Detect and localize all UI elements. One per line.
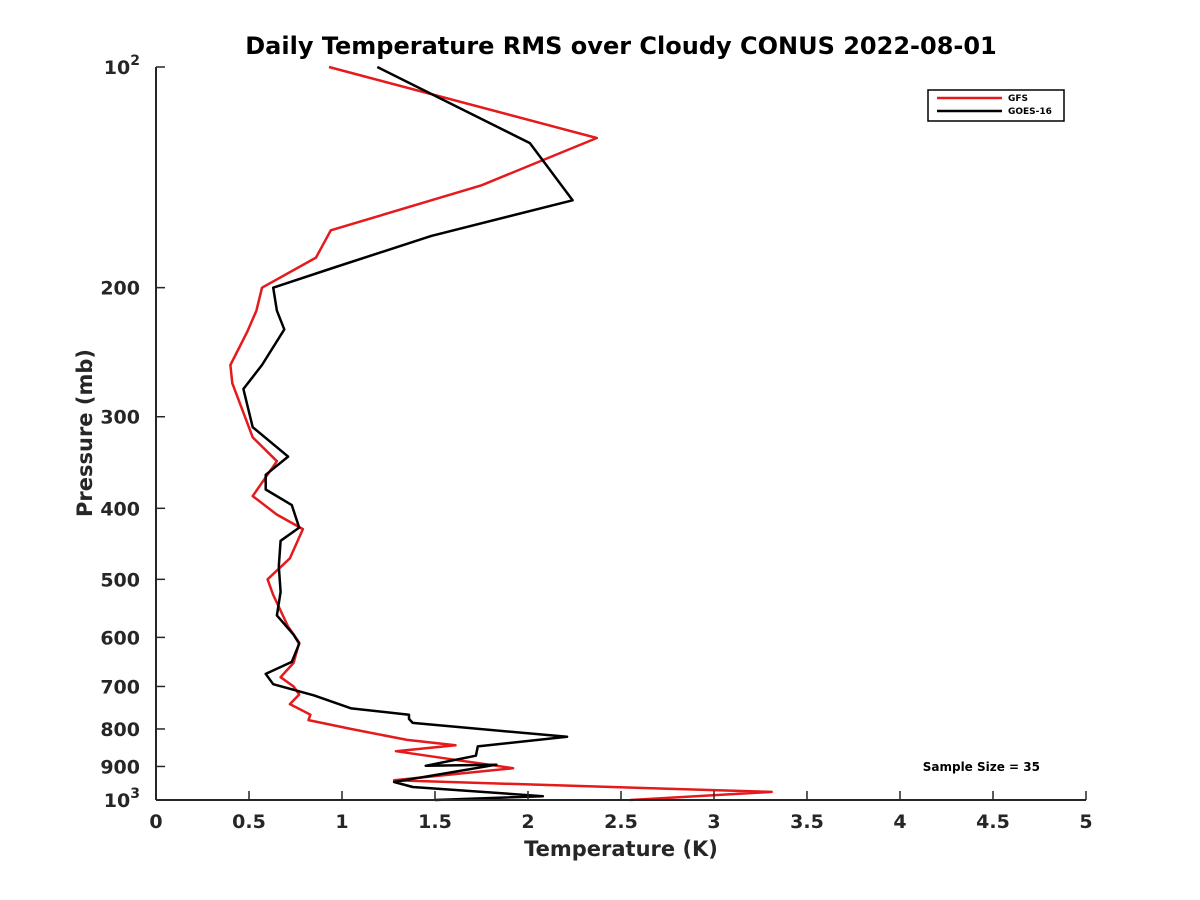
y-axis-label: Pressure (mb) xyxy=(73,349,97,517)
x-tick-label: 0 xyxy=(149,811,162,833)
legend: GFS GOES-16 xyxy=(927,89,1065,122)
x-tick-label: 2 xyxy=(521,811,534,833)
x-tick-label: 2.5 xyxy=(604,811,638,833)
y-tick-label: 103 xyxy=(104,786,140,812)
x-tick-label: 0.5 xyxy=(232,811,266,833)
x-axis-label: Temperature (K) xyxy=(524,837,718,861)
x-tick-label: 1 xyxy=(335,811,348,833)
y-tick-label: 400 xyxy=(100,498,140,520)
y-tick-label: 600 xyxy=(100,627,140,649)
y-tick-label: 102 xyxy=(104,53,140,79)
sample-size-annotation: Sample Size = 35 xyxy=(923,760,1040,774)
x-tick-label: 1.5 xyxy=(418,811,452,833)
series-line-gfs xyxy=(229,65,773,802)
legend-box xyxy=(927,89,1065,122)
x-tick-label: 3.5 xyxy=(790,811,824,833)
x-axis-ticks: 0 0.5 1 1.5 2 2.5 3 3.5 4 4.5 5 xyxy=(149,791,1093,833)
y-tick-label: 800 xyxy=(100,719,140,741)
y-tick-label: 700 xyxy=(100,676,140,698)
y-tick-label: 900 xyxy=(100,756,140,778)
y-tick-label: 500 xyxy=(100,569,140,591)
legend-label-gfs: GFS xyxy=(1008,94,1028,104)
x-tick-label: 4.5 xyxy=(976,811,1010,833)
y-tick-label: 200 xyxy=(100,278,140,300)
x-tick-label: 4 xyxy=(893,811,906,833)
x-tick-label: 3 xyxy=(707,811,720,833)
series-line-goes-16 xyxy=(242,65,574,802)
plot-series xyxy=(229,65,773,802)
y-tick-label: 300 xyxy=(100,407,140,429)
x-tick-label: 5 xyxy=(1079,811,1092,833)
y-axis-ticks: 102 200 300 400 500 600 700 800 900 103 xyxy=(100,53,165,812)
chart-title: Daily Temperature RMS over Cloudy CONUS … xyxy=(245,32,997,60)
legend-label-goes-16: GOES-16 xyxy=(1008,107,1052,117)
